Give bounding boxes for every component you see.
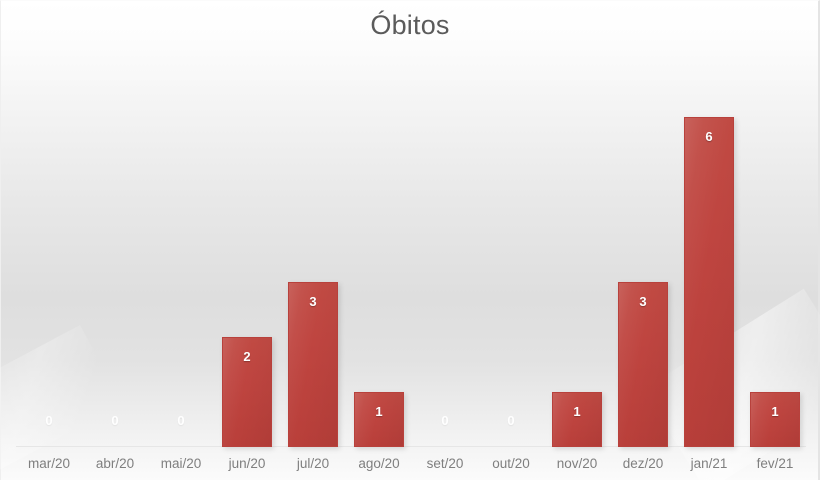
x-axis-tick-label: abr/20 (95, 456, 135, 471)
chart-bar[interactable]: 1 (354, 392, 404, 447)
bar-value-label: 2 (243, 349, 251, 364)
chart-category: 3 jul/20 (280, 60, 346, 471)
chart-category: 0 mai/20 (148, 60, 214, 471)
x-axis-tick-label: fev/21 (756, 456, 794, 471)
x-axis-tick-label: out/20 (492, 456, 530, 471)
x-axis-tick-label: jul/20 (296, 456, 330, 471)
plot-area: 0 mar/20 0 abr/20 0 mai/20 2 jun/20 3 jul/20 1 ago/… (16, 60, 808, 471)
x-axis-tick-label: nov/20 (556, 456, 598, 471)
bar-value-label: 1 (573, 404, 581, 419)
chart-category: 1 fev/21 (742, 60, 808, 471)
bar-value-label: 3 (639, 294, 647, 309)
bar-value-label: 0 (177, 413, 185, 428)
x-axis-tick-label: jun/20 (228, 456, 266, 471)
chart-category: 0 mar/20 (16, 60, 82, 471)
x-axis-tick-label: set/20 (426, 456, 464, 471)
chart-bar[interactable]: 1 (552, 392, 602, 447)
x-axis-tick-label: jan/21 (690, 456, 728, 471)
x-axis-tick-label: mar/20 (27, 456, 71, 471)
bar-value-label: 1 (771, 404, 779, 419)
chart-category: 1 nov/20 (544, 60, 610, 471)
chart-title: Óbitos (370, 10, 450, 40)
chart-category: 1 ago/20 (346, 60, 412, 471)
chart-bar[interactable]: 2 (222, 337, 272, 447)
chart-category: 0 abr/20 (82, 60, 148, 471)
category-axis-line (16, 446, 806, 447)
chart-category: 0 out/20 (478, 60, 544, 471)
chart-bar[interactable]: 6 (684, 117, 734, 447)
bar-value-label: 6 (705, 129, 713, 144)
bar-value-label: 3 (309, 294, 317, 309)
bar-value-label: 0 (441, 413, 449, 428)
x-axis-tick-label: dez/20 (622, 456, 664, 471)
bar-value-label: 0 (111, 413, 119, 428)
chart-bar[interactable]: 3 (288, 282, 338, 447)
x-axis-tick-label: mai/20 (160, 456, 202, 471)
chart-category: 2 jun/20 (214, 60, 280, 471)
x-axis-tick-label: ago/20 (358, 456, 400, 471)
chart-bar[interactable]: 1 (750, 392, 800, 447)
chart-category: 3 dez/20 (610, 60, 676, 471)
bar-value-label: 1 (375, 404, 383, 419)
bar-value-label: 0 (45, 413, 53, 428)
chart-category: 6 jan/21 (676, 60, 742, 471)
bar-value-label: 0 (507, 413, 515, 428)
chart-category: 0 set/20 (412, 60, 478, 471)
chart-bar[interactable]: 3 (618, 282, 668, 447)
